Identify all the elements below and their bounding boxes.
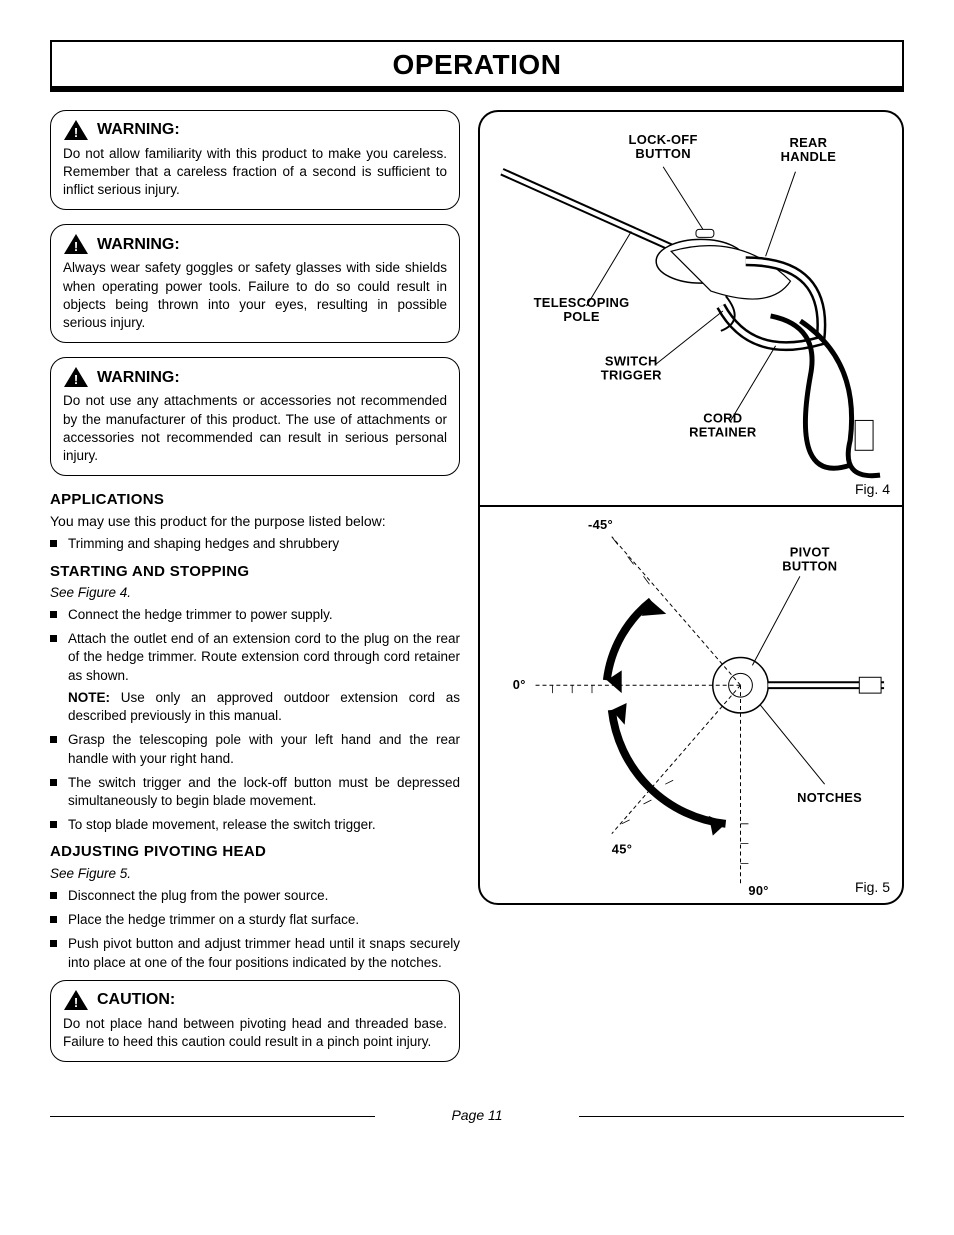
list-item: Trimming and shaping hedges and shrubber…: [50, 535, 460, 553]
svg-text:PIVOTBUTTON: PIVOTBUTTON: [782, 544, 837, 573]
page-title: OPERATION: [52, 46, 902, 84]
warning-icon: !: [63, 233, 89, 255]
list-item: Connect the hedge trimmer to power suppl…: [50, 606, 460, 624]
label-45: 45°: [612, 841, 632, 856]
adjusting-list: Disconnect the plug from the power sourc…: [50, 887, 460, 972]
warning-box-3: ! WARNING: Do not use any attachments or…: [50, 357, 460, 476]
svg-text:!: !: [74, 995, 78, 1010]
list-item: Attach the outlet end of an extension co…: [50, 630, 460, 725]
warning-text: Always wear safety goggles or safety gla…: [63, 259, 447, 332]
starting-list: Connect the hedge trimmer to power suppl…: [50, 606, 460, 834]
svg-text:!: !: [74, 372, 78, 387]
warning-heading: WARNING:: [97, 367, 180, 389]
right-column: LOCK-OFFBUTTON REARHANDLE TELESCOPINGPOL…: [478, 110, 904, 1076]
starting-heading: STARTING AND STOPPING: [50, 562, 460, 582]
svg-text:TELESCOPINGPOLE: TELESCOPINGPOLE: [534, 295, 630, 324]
see-figure-5: See Figure 5.: [50, 865, 460, 883]
warning-heading: WARNING:: [97, 119, 180, 141]
list-item: To stop blade movement, release the swit…: [50, 816, 460, 834]
list-item: Disconnect the plug from the power sourc…: [50, 887, 460, 905]
list-item: Place the hedge trimmer on a sturdy flat…: [50, 911, 460, 929]
applications-heading: APPLICATIONS: [50, 490, 460, 510]
note: NOTE: Use only an approved outdoor exten…: [68, 689, 460, 725]
list-item: Push pivot button and adjust trimmer hea…: [50, 935, 460, 971]
svg-text:CORDRETAINER: CORDRETAINER: [689, 410, 757, 439]
svg-text:!: !: [74, 239, 78, 254]
label-zero: 0°: [513, 677, 526, 692]
applications-intro: You may use this product for the purpose…: [50, 512, 460, 531]
svg-text:!: !: [74, 125, 78, 140]
page-title-bar: OPERATION: [50, 40, 904, 92]
adjusting-heading: ADJUSTING PIVOTING HEAD: [50, 842, 460, 862]
warning-box-2: ! WARNING: Always wear safety goggles or…: [50, 224, 460, 343]
see-figure-4: See Figure 4.: [50, 584, 460, 602]
label-90: 90°: [748, 883, 768, 898]
warning-box-1: ! WARNING: Do not allow familiarity with…: [50, 110, 460, 211]
caution-icon: !: [63, 989, 89, 1011]
applications-list: Trimming and shaping hedges and shrubber…: [50, 535, 460, 553]
figure-5-caption: Fig. 5: [855, 878, 890, 897]
svg-text:SWITCHTRIGGER: SWITCHTRIGGER: [601, 354, 662, 383]
warning-icon: !: [63, 119, 89, 141]
figure-5: -45° 0° 45° 90° PIVOTBUTTON NOTCHES Fig.…: [478, 505, 904, 905]
figure-4-caption: Fig. 4: [855, 480, 890, 499]
label-neg45: -45°: [588, 517, 613, 532]
warning-icon: !: [63, 366, 89, 388]
two-column-layout: ! WARNING: Do not allow familiarity with…: [50, 110, 904, 1076]
svg-text:LOCK-OFFBUTTON: LOCK-OFFBUTTON: [629, 132, 698, 161]
page-footer: Page 11: [50, 1106, 904, 1125]
caution-heading: CAUTION:: [97, 989, 175, 1011]
figure-4: LOCK-OFFBUTTON REARHANDLE TELESCOPINGPOL…: [478, 110, 904, 505]
caution-text: Do not place hand between pivoting head …: [63, 1015, 447, 1051]
figure-5-svg: -45° 0° 45° 90° PIVOTBUTTON NOTCHES: [480, 507, 902, 903]
caution-box: ! CAUTION: Do not place hand between piv…: [50, 980, 460, 1062]
list-item: Grasp the telescoping pole with your lef…: [50, 731, 460, 767]
list-item: The switch trigger and the lock-off butt…: [50, 774, 460, 810]
svg-text:REARHANDLE: REARHANDLE: [781, 135, 837, 164]
left-column: ! WARNING: Do not allow familiarity with…: [50, 110, 460, 1076]
warning-heading: WARNING:: [97, 234, 180, 256]
page-number: Page 11: [451, 1107, 502, 1123]
label-notches: NOTCHES: [797, 790, 862, 805]
warning-text: Do not allow familiarity with this produ…: [63, 145, 447, 200]
warning-text: Do not use any attachments or accessorie…: [63, 392, 447, 465]
figure-4-svg: LOCK-OFFBUTTON REARHANDLE TELESCOPINGPOL…: [480, 112, 902, 505]
